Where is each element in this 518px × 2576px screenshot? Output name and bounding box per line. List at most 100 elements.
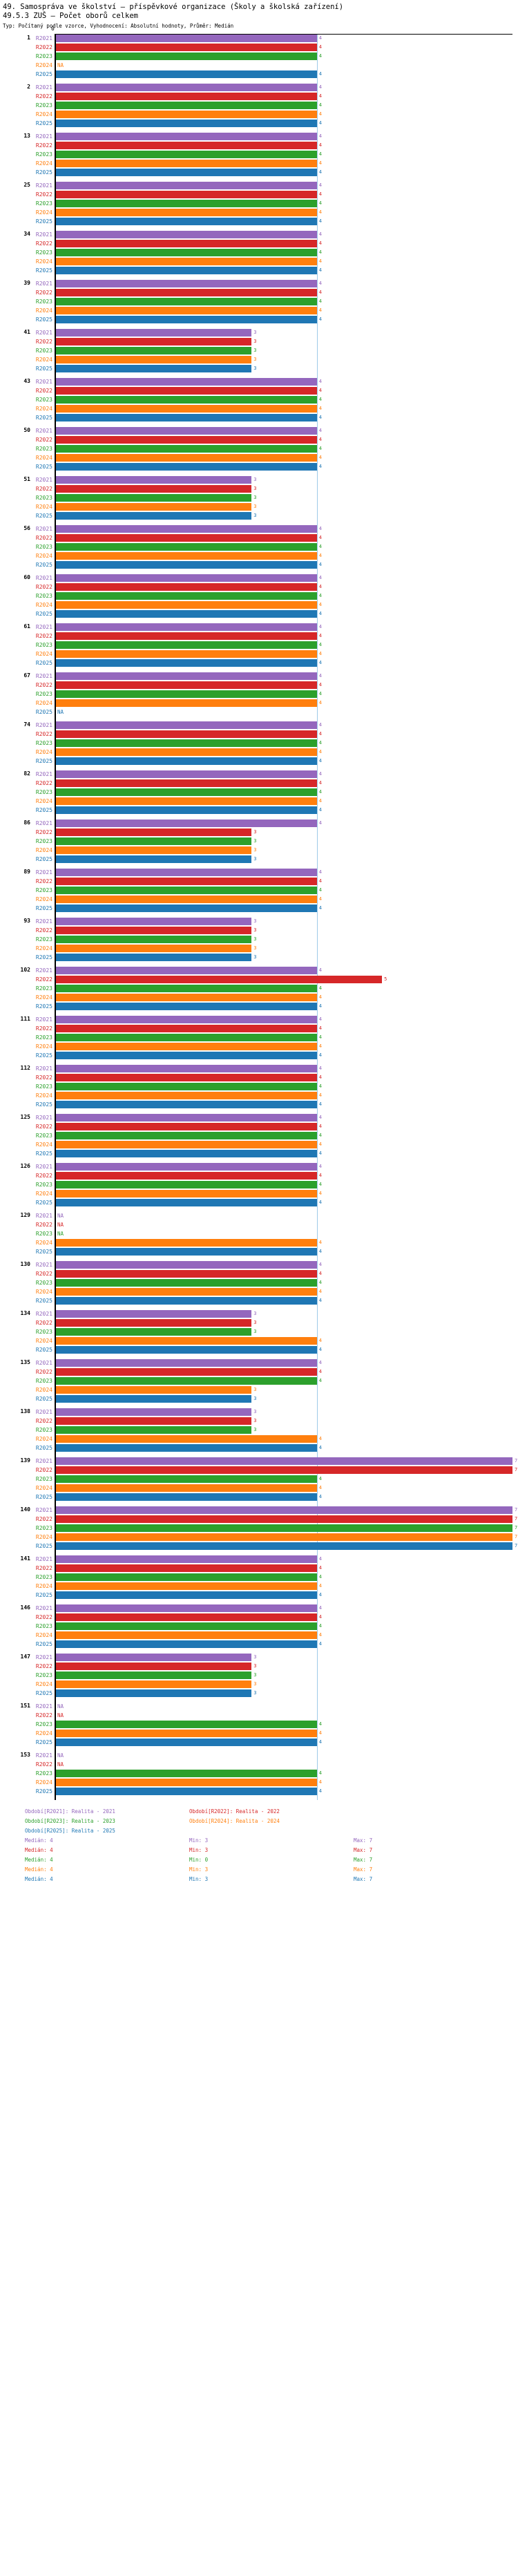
bar-row[interactable]: R2022 4	[0, 92, 518, 101]
bar-row[interactable]: R2021 3	[0, 1408, 518, 1417]
bar-r2025[interactable]	[56, 1394, 252, 1403]
bar-r2024[interactable]	[56, 306, 317, 314]
bar-r2025[interactable]	[56, 119, 317, 127]
bar-row[interactable]: R2025 4	[0, 609, 518, 618]
bar-row[interactable]: R2022 3	[0, 1662, 518, 1671]
bar-row[interactable]: R2021 4	[0, 672, 518, 681]
bar-r2025[interactable]	[56, 1345, 317, 1354]
bar-r2023[interactable]	[56, 886, 317, 894]
bar-row[interactable]: R2024 4	[0, 1484, 518, 1493]
bar-row[interactable]: R2025 4	[0, 315, 518, 324]
bar-r2024[interactable]	[56, 846, 252, 854]
bar-row[interactable]: R2023 4	[0, 1082, 518, 1091]
bar-row[interactable]: R2022 4	[0, 435, 518, 444]
bar-row[interactable]: R2023 4	[0, 1278, 518, 1287]
bar-r2023[interactable]	[56, 444, 317, 453]
bar-row[interactable]: R2024 4	[0, 1091, 518, 1100]
bar-r2025[interactable]	[56, 1493, 317, 1501]
bar-row[interactable]: R2023 4	[0, 1622, 518, 1631]
bar-row[interactable]: R2024 4	[0, 159, 518, 168]
bar-r2024[interactable]	[56, 502, 252, 511]
bar-r2021[interactable]	[56, 34, 317, 42]
bar-r2025[interactable]	[56, 1051, 317, 1059]
bar-r2024[interactable]	[56, 699, 317, 707]
bar-r2024[interactable]	[56, 748, 317, 756]
bar-row[interactable]: R2024 NA	[0, 61, 518, 70]
bar-r2021[interactable]	[56, 1162, 317, 1171]
bar-row[interactable]: R2023 7	[0, 1524, 518, 1533]
bar-r2025[interactable]	[56, 1100, 317, 1108]
bar-r2021[interactable]	[56, 917, 252, 925]
bar-row[interactable]: R2021 4	[0, 279, 518, 288]
bar-r2021[interactable]	[56, 721, 317, 729]
bar-r2022[interactable]	[56, 239, 317, 247]
bar-r2022[interactable]	[56, 1171, 317, 1180]
bar-r2021[interactable]	[56, 1653, 252, 1661]
bar-row[interactable]: R2024 3	[0, 1385, 518, 1394]
bar-row[interactable]: R2021 4	[0, 1358, 518, 1367]
bar-row[interactable]: R2023 4	[0, 591, 518, 600]
bar-row[interactable]: R2022 4	[0, 1613, 518, 1622]
bar-row[interactable]: R2023 4	[0, 1376, 518, 1385]
bar-r2021[interactable]	[56, 524, 317, 533]
bar-row[interactable]: R2022 4	[0, 1171, 518, 1180]
legend-item[interactable]: Období[R2025]: Realita - 2025	[25, 1828, 115, 1834]
bar-row[interactable]: R2024 4	[0, 110, 518, 119]
bar-row[interactable]: R2021 3	[0, 917, 518, 926]
bar-r2021[interactable]	[56, 966, 317, 974]
bar-row[interactable]: R2024 4	[0, 1238, 518, 1247]
bar-r2021[interactable]	[56, 1506, 512, 1514]
bar-r2025[interactable]	[56, 953, 252, 961]
bar-row[interactable]: R2024 4	[0, 1287, 518, 1296]
bar-r2022[interactable]	[56, 1417, 252, 1425]
bar-r2022[interactable]	[56, 141, 317, 149]
bar-row[interactable]: R2023 3	[0, 1327, 518, 1336]
bar-row[interactable]: R2024 4	[0, 208, 518, 217]
bar-r2021[interactable]	[56, 1260, 317, 1269]
bar-row[interactable]: R2022 7	[0, 1515, 518, 1524]
bar-r2025[interactable]	[56, 217, 317, 225]
bar-row[interactable]: R2022 3	[0, 828, 518, 837]
bar-r2022[interactable]	[56, 877, 317, 885]
bar-row[interactable]: R2023 3	[0, 837, 518, 846]
bar-r2022[interactable]	[56, 337, 252, 345]
bar-row[interactable]: R2023 4	[0, 542, 518, 551]
bar-r2021[interactable]	[56, 1604, 317, 1612]
bar-r2023[interactable]	[56, 150, 317, 158]
bar-r2022[interactable]	[56, 533, 317, 542]
bar-row[interactable]: R2021 4	[0, 34, 518, 43]
bar-row[interactable]: R2025 4	[0, 217, 518, 226]
bar-r2023[interactable]	[56, 837, 252, 845]
bar-r2024[interactable]	[56, 453, 317, 462]
bar-r2024[interactable]	[56, 404, 317, 413]
bar-row[interactable]: R2021 7	[0, 1457, 518, 1466]
bar-row[interactable]: R2022 4	[0, 141, 518, 150]
bar-row[interactable]: R2023 4	[0, 1475, 518, 1484]
bar-r2023[interactable]	[56, 1426, 252, 1434]
bar-row[interactable]: R2024 4	[0, 404, 518, 413]
bar-row[interactable]: R2022 4	[0, 1269, 518, 1278]
bar-r2022[interactable]	[56, 681, 317, 689]
bar-r2021[interactable]	[56, 819, 317, 827]
bar-row[interactable]: R2024 7	[0, 1533, 518, 1542]
bar-r2023[interactable]	[56, 1180, 317, 1188]
bar-r2021[interactable]	[56, 672, 317, 680]
bar-r2022[interactable]	[56, 435, 317, 444]
bar-row[interactable]: R2025 4	[0, 1051, 518, 1060]
bar-row[interactable]: R2023 4	[0, 248, 518, 257]
bar-row[interactable]: R2024 4	[0, 993, 518, 1002]
bar-row[interactable]: R2023 4	[0, 1131, 518, 1140]
bar-r2024[interactable]	[56, 895, 317, 903]
bar-r2022[interactable]	[56, 1122, 317, 1130]
bar-row[interactable]: R2023 3	[0, 1671, 518, 1680]
bar-row[interactable]: R2024 4	[0, 1140, 518, 1149]
bar-r2023[interactable]	[56, 395, 317, 404]
bar-row[interactable]: R2024 3	[0, 1680, 518, 1689]
bar-r2024[interactable]	[56, 355, 252, 363]
bar-row[interactable]: R2021 4	[0, 1162, 518, 1171]
bar-row[interactable]: R2021 NA	[0, 1211, 518, 1220]
bar-r2024[interactable]	[56, 944, 252, 952]
bar-row[interactable]: R2025 4	[0, 560, 518, 569]
bar-r2025[interactable]	[56, 413, 317, 422]
bar-r2022[interactable]	[56, 779, 317, 787]
